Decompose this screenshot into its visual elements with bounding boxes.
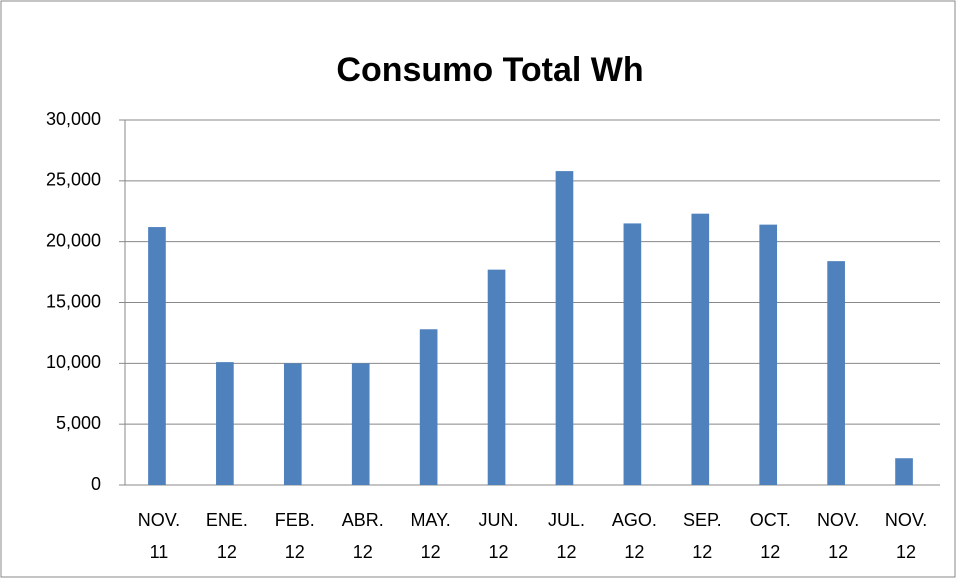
bar (487, 269, 506, 485)
x-tick-label: MAY. 12 (410, 510, 450, 562)
x-tick-label: FEB. 12 (275, 510, 315, 562)
x-tick-label: AGO. 12 (612, 510, 657, 562)
x-tick-label: NOV. 12 (817, 510, 859, 562)
x-tick-label: NOV. 11 (138, 510, 180, 562)
chart-title: Consumo Total Wh (336, 51, 643, 89)
y-tick-label: 5,000 (56, 413, 101, 433)
x-tick-label: ABR. 12 (342, 510, 384, 562)
x-tick-label: ENE. 12 (206, 510, 248, 562)
x-tick-label: JUL. 12 (548, 510, 585, 562)
y-tick-label: 25,000 (46, 170, 101, 190)
x-tick-label: NOV. 12 (885, 510, 927, 562)
bar (895, 458, 913, 485)
x-tick-label: OCT. 12 (750, 510, 791, 562)
bar (827, 261, 845, 485)
x-tick-label: SEP. 12 (683, 510, 722, 562)
bar (555, 171, 574, 485)
x-tick-label: JUN. 12 (479, 510, 519, 562)
y-tick-label: 0 (91, 474, 101, 494)
bar (759, 224, 778, 485)
bar (283, 363, 302, 485)
bar (216, 362, 234, 485)
bar (351, 363, 370, 485)
y-tick-label: 10,000 (46, 352, 101, 372)
y-tick-label: 30,000 (46, 109, 101, 129)
y-tick-label: 20,000 (46, 230, 101, 250)
bar (691, 213, 710, 485)
bar (623, 223, 642, 485)
bar (419, 329, 438, 485)
bar (148, 227, 166, 486)
y-tick-label: 15,000 (46, 291, 101, 311)
